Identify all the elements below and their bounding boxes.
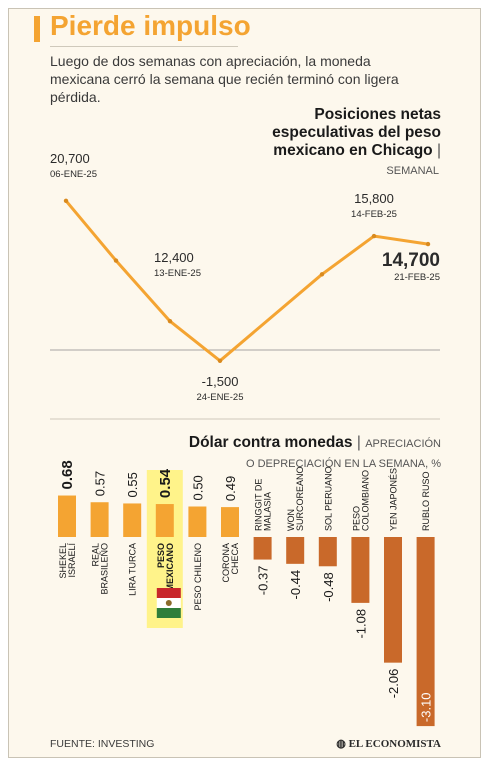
bar xyxy=(253,537,272,560)
bar-category-label: SURCOREANO xyxy=(295,466,305,531)
bar xyxy=(123,503,142,537)
series-point xyxy=(167,319,173,324)
bar xyxy=(384,537,402,663)
series-point xyxy=(425,241,431,247)
bar-category-label: PESO CHILENO xyxy=(193,543,203,611)
point-value-label: 15,800 xyxy=(354,191,394,206)
point-value-label: 14,700 xyxy=(382,250,440,271)
series-point xyxy=(371,233,377,239)
bar-chart-subtitle: APRECIACIÓN xyxy=(365,438,441,450)
bar-value-label: 0.55 xyxy=(125,472,140,497)
bar xyxy=(188,506,207,537)
bar-category-label: MALASIA xyxy=(263,492,273,531)
point-value-label: -1,500 xyxy=(202,374,239,389)
publisher-logo-text: EL ECONOMISTA xyxy=(348,738,441,750)
bar-value-label: 0.54 xyxy=(157,468,174,498)
bar xyxy=(221,507,239,537)
line-chart-subtitle: SEMANAL xyxy=(386,165,439,177)
point-date-label: 21-FEB-25 xyxy=(394,272,440,283)
bar xyxy=(416,537,435,727)
bar-category-label: COLOMBIANO xyxy=(360,470,370,531)
line-chart-title-line-1: Posiciones netas xyxy=(314,106,441,123)
source-note: FUENTE: INVESTING xyxy=(50,738,155,750)
point-value-label: 20,700 xyxy=(50,151,90,166)
bar-value-label: 0.68 xyxy=(59,460,76,489)
bar-category-label: REAL xyxy=(91,543,101,567)
series-point xyxy=(217,358,223,363)
bar-category-label: CORONA xyxy=(221,543,231,583)
bar xyxy=(58,495,76,537)
bar-category-label: SOL PERUANO xyxy=(323,466,333,531)
bar-category-label: PESO xyxy=(351,506,361,531)
bar xyxy=(318,537,337,567)
bar-category-label: RINGGIT DE xyxy=(254,479,264,531)
infographic-frame xyxy=(8,8,481,758)
title-separator: | xyxy=(436,142,441,159)
bar-chart-title: Dólar contra monedas | APRECIACIÓN xyxy=(189,434,441,452)
bar-category-label: WON xyxy=(286,509,296,531)
bar-category-label: MEXICANO xyxy=(165,543,175,592)
bar-category-label: SHEKEL xyxy=(58,543,68,579)
bar-value-label: -0.44 xyxy=(288,570,303,600)
line-chart-title: Posiciones netas especulativas del peso … xyxy=(181,106,441,160)
flag-emblem-icon xyxy=(165,600,172,606)
bar-value-label: -2.06 xyxy=(386,669,401,699)
bar-value-label: -0.37 xyxy=(256,566,271,596)
bar-value-label: -0.48 xyxy=(321,572,336,602)
line-chart-title-line-2: especulativas del peso xyxy=(272,124,441,141)
title-separator: | xyxy=(356,434,361,451)
bar-category-label: YEN JAPONÉS xyxy=(389,468,399,531)
point-value-label: 12,400 xyxy=(154,250,194,265)
intro-text: Luego de dos semanas con apreciación, la… xyxy=(50,53,399,105)
bar-value-label: 0.57 xyxy=(93,471,108,496)
point-date-label: 13-ENE-25 xyxy=(154,268,201,279)
bar xyxy=(90,502,109,537)
bar-category-label: ISRAELÍ xyxy=(67,543,77,578)
flag-red-stripe xyxy=(156,588,181,598)
point-date-label: 14-FEB-25 xyxy=(351,209,397,220)
series-point xyxy=(63,198,69,203)
bar-chart-title-text: Dólar contra monedas xyxy=(188,434,353,451)
bar-category-label: LIRA TURCA xyxy=(128,543,138,596)
flag-green-stripe xyxy=(156,608,181,618)
series-point xyxy=(113,258,119,263)
point-date-label: 24-ENE-25 xyxy=(197,392,244,403)
headline: Pierde impulso xyxy=(50,10,251,41)
bar-category-label: PESO xyxy=(156,543,166,568)
accent-bar xyxy=(34,16,40,42)
series-line xyxy=(64,199,429,363)
bar-value-label: -1.08 xyxy=(353,609,368,639)
bar-category-label: CHECA xyxy=(230,543,240,575)
headline-divider xyxy=(50,46,238,47)
bar xyxy=(286,537,305,564)
bar xyxy=(351,537,370,603)
line-chart-title-line-3: mexicano en Chicago xyxy=(273,142,433,159)
bar-value-label: 0.49 xyxy=(223,476,238,501)
publisher-logo: ◍ EL ECONOMISTA xyxy=(336,738,441,750)
point-date-label: 06-ENE-25 xyxy=(50,169,97,180)
bar-category-label: BRASILEÑO xyxy=(100,543,110,595)
bar-value-label: 0.50 xyxy=(190,475,205,500)
bar-value-label: -3.10 xyxy=(419,692,434,722)
bar-chart-subtitle-2: O DEPRECIACIÓN EN LA SEMANA, % xyxy=(246,458,441,470)
bar xyxy=(155,504,174,537)
series-point xyxy=(319,272,325,277)
bar-category-label: RUBLO RUSO xyxy=(421,471,431,531)
